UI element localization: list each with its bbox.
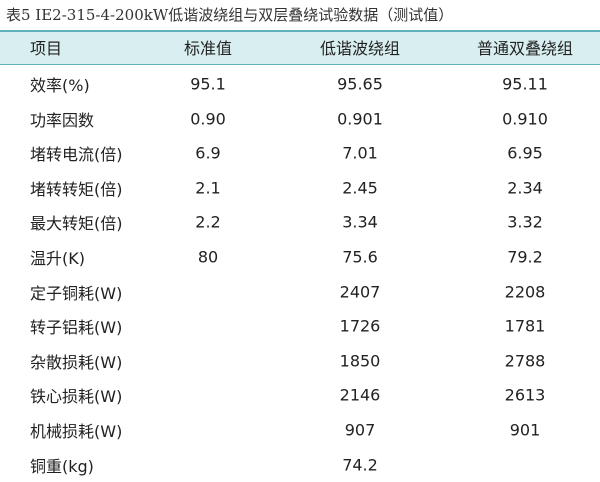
value-cell: 2613 xyxy=(504,385,546,405)
row-label: 堵转转矩(倍) xyxy=(30,179,123,199)
header-cell: 普通双叠绕组 xyxy=(476,39,574,58)
row-label: 铜重(kg) xyxy=(30,456,94,476)
value-cell: 907 xyxy=(344,420,376,440)
value-cell: 2208 xyxy=(504,282,546,302)
header-cell: 标准值 xyxy=(183,39,233,58)
value-cell: 1850 xyxy=(339,351,381,371)
value-cell: 0.901 xyxy=(337,109,383,129)
value-cell: 2.2 xyxy=(195,212,221,232)
value-cell: 2146 xyxy=(339,385,381,405)
table-title: 表5 IE2-315-4-200kW低谐波绕组与双层叠绕试验数据（测试值） xyxy=(6,6,454,24)
value-cell: 2.1 xyxy=(195,178,221,198)
value-cell: 2788 xyxy=(504,351,546,371)
row-label: 机械损耗(W) xyxy=(30,422,123,441)
value-cell: 6.95 xyxy=(507,143,543,163)
value-cell: 2.45 xyxy=(342,178,378,198)
value-cell: 3.34 xyxy=(342,212,378,232)
value-cell: 74.2 xyxy=(342,455,378,475)
value-cell: 79.2 xyxy=(507,247,543,267)
header-cell: 项目 xyxy=(30,39,63,58)
row-label: 转子铝耗(W) xyxy=(30,318,123,338)
value-cell: 95.1 xyxy=(190,74,226,94)
value-cell: 2.34 xyxy=(507,178,543,198)
value-cell: 901 xyxy=(509,420,541,440)
value-cell: 6.9 xyxy=(195,143,221,163)
header-band xyxy=(0,30,600,65)
value-cell: 2407 xyxy=(339,282,381,302)
row-label: 温升(K) xyxy=(30,249,85,268)
row-label: 堵转电流(倍) xyxy=(30,145,123,165)
value-cell: 0.910 xyxy=(502,109,548,129)
row-label: 定子铜耗(W) xyxy=(30,283,123,303)
row-label: 效率(%) xyxy=(30,76,90,95)
value-cell: 75.6 xyxy=(342,247,378,267)
row-label: 杂散损耗(W) xyxy=(30,352,123,372)
value-cell: 95.65 xyxy=(337,74,383,94)
value-cell: 3.32 xyxy=(507,212,543,232)
row-label: 功率因数 xyxy=(30,110,95,130)
row-label: 最大转矩(倍) xyxy=(30,214,123,234)
value-cell: 0.90 xyxy=(190,109,226,129)
value-cell: 80 xyxy=(197,247,219,267)
value-cell: 1781 xyxy=(504,316,546,336)
row-label: 铁心损耗(W) xyxy=(30,387,123,407)
value-cell: 1726 xyxy=(339,316,381,336)
header-cell: 低谐波绕组 xyxy=(319,39,401,58)
value-cell: 7.01 xyxy=(342,143,378,163)
value-cell: 95.11 xyxy=(502,74,548,94)
